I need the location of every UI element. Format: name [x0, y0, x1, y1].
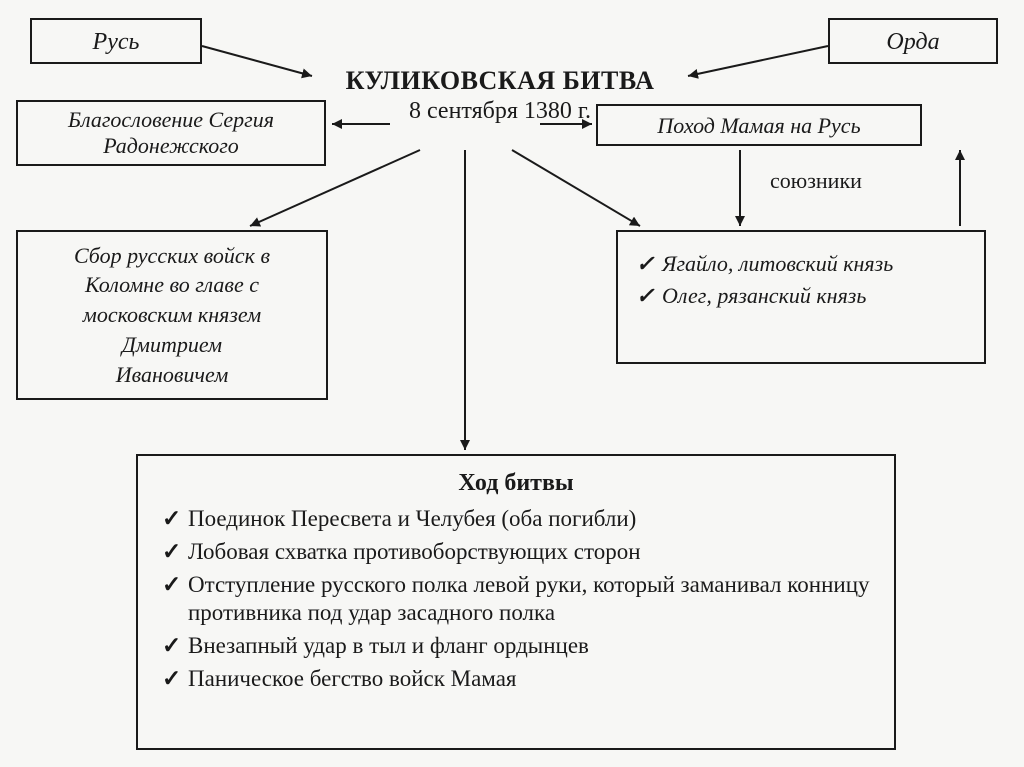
battle-item-0: Поединок Пересвета и Челубея (оба погибл… — [160, 505, 872, 534]
battle-item-1: Лобовая схватка противоборствующих сторо… — [160, 538, 872, 567]
gather-line-2: московским князем — [30, 300, 314, 330]
node-blessing: Благословение Сергия Радонежского — [16, 100, 326, 166]
node-gather: Сбор русских войск в Коломне во главе с … — [16, 230, 328, 400]
gather-line-4: Ивановичем — [30, 360, 314, 390]
allies-item-0: Ягайло, литовский князь — [634, 250, 968, 278]
battle-item-4: Паническое бегство войск Мамая — [160, 665, 872, 694]
title-line1: КУЛИКОВСКАЯ БИТВА — [300, 66, 700, 96]
allies-label: союзники — [770, 168, 862, 194]
battle-item-2: Отступление русского полка левой руки, к… — [160, 571, 872, 629]
node-allies: Ягайло, литовский князь Олег, рязанский … — [616, 230, 986, 364]
node-rus: Русь — [30, 18, 202, 64]
gather-line-1: Коломне во главе с — [30, 270, 314, 300]
node-blessing-text: Благословение Сергия Радонежского — [30, 107, 312, 160]
allies-list: Ягайло, литовский князь Олег, рязанский … — [634, 250, 968, 309]
diagram-canvas: Русь Орда КУЛИКОВСКАЯ БИТВА 8 сентября 1… — [0, 0, 1024, 767]
allies-item-1: Олег, рязанский князь — [634, 282, 968, 310]
arrow-orda-title — [688, 46, 828, 76]
node-orda: Орда — [828, 18, 998, 64]
gather-line-3: Дмитрием — [30, 330, 314, 360]
battle-item-3: Внезапный удар в тыл и фланг ордынцев — [160, 632, 872, 661]
battle-title: Ход битвы — [160, 470, 872, 497]
gather-line-0: Сбор русских войск в — [30, 241, 314, 271]
arrow-title-allies — [512, 150, 640, 226]
battle-list: Поединок Пересвета и Челубея (оба погибл… — [160, 505, 872, 694]
arrow-rus-title — [202, 46, 312, 76]
node-mamai: Поход Мамая на Русь — [596, 104, 922, 146]
node-battle: Ход битвы Поединок Пересвета и Челубея (… — [136, 454, 896, 750]
